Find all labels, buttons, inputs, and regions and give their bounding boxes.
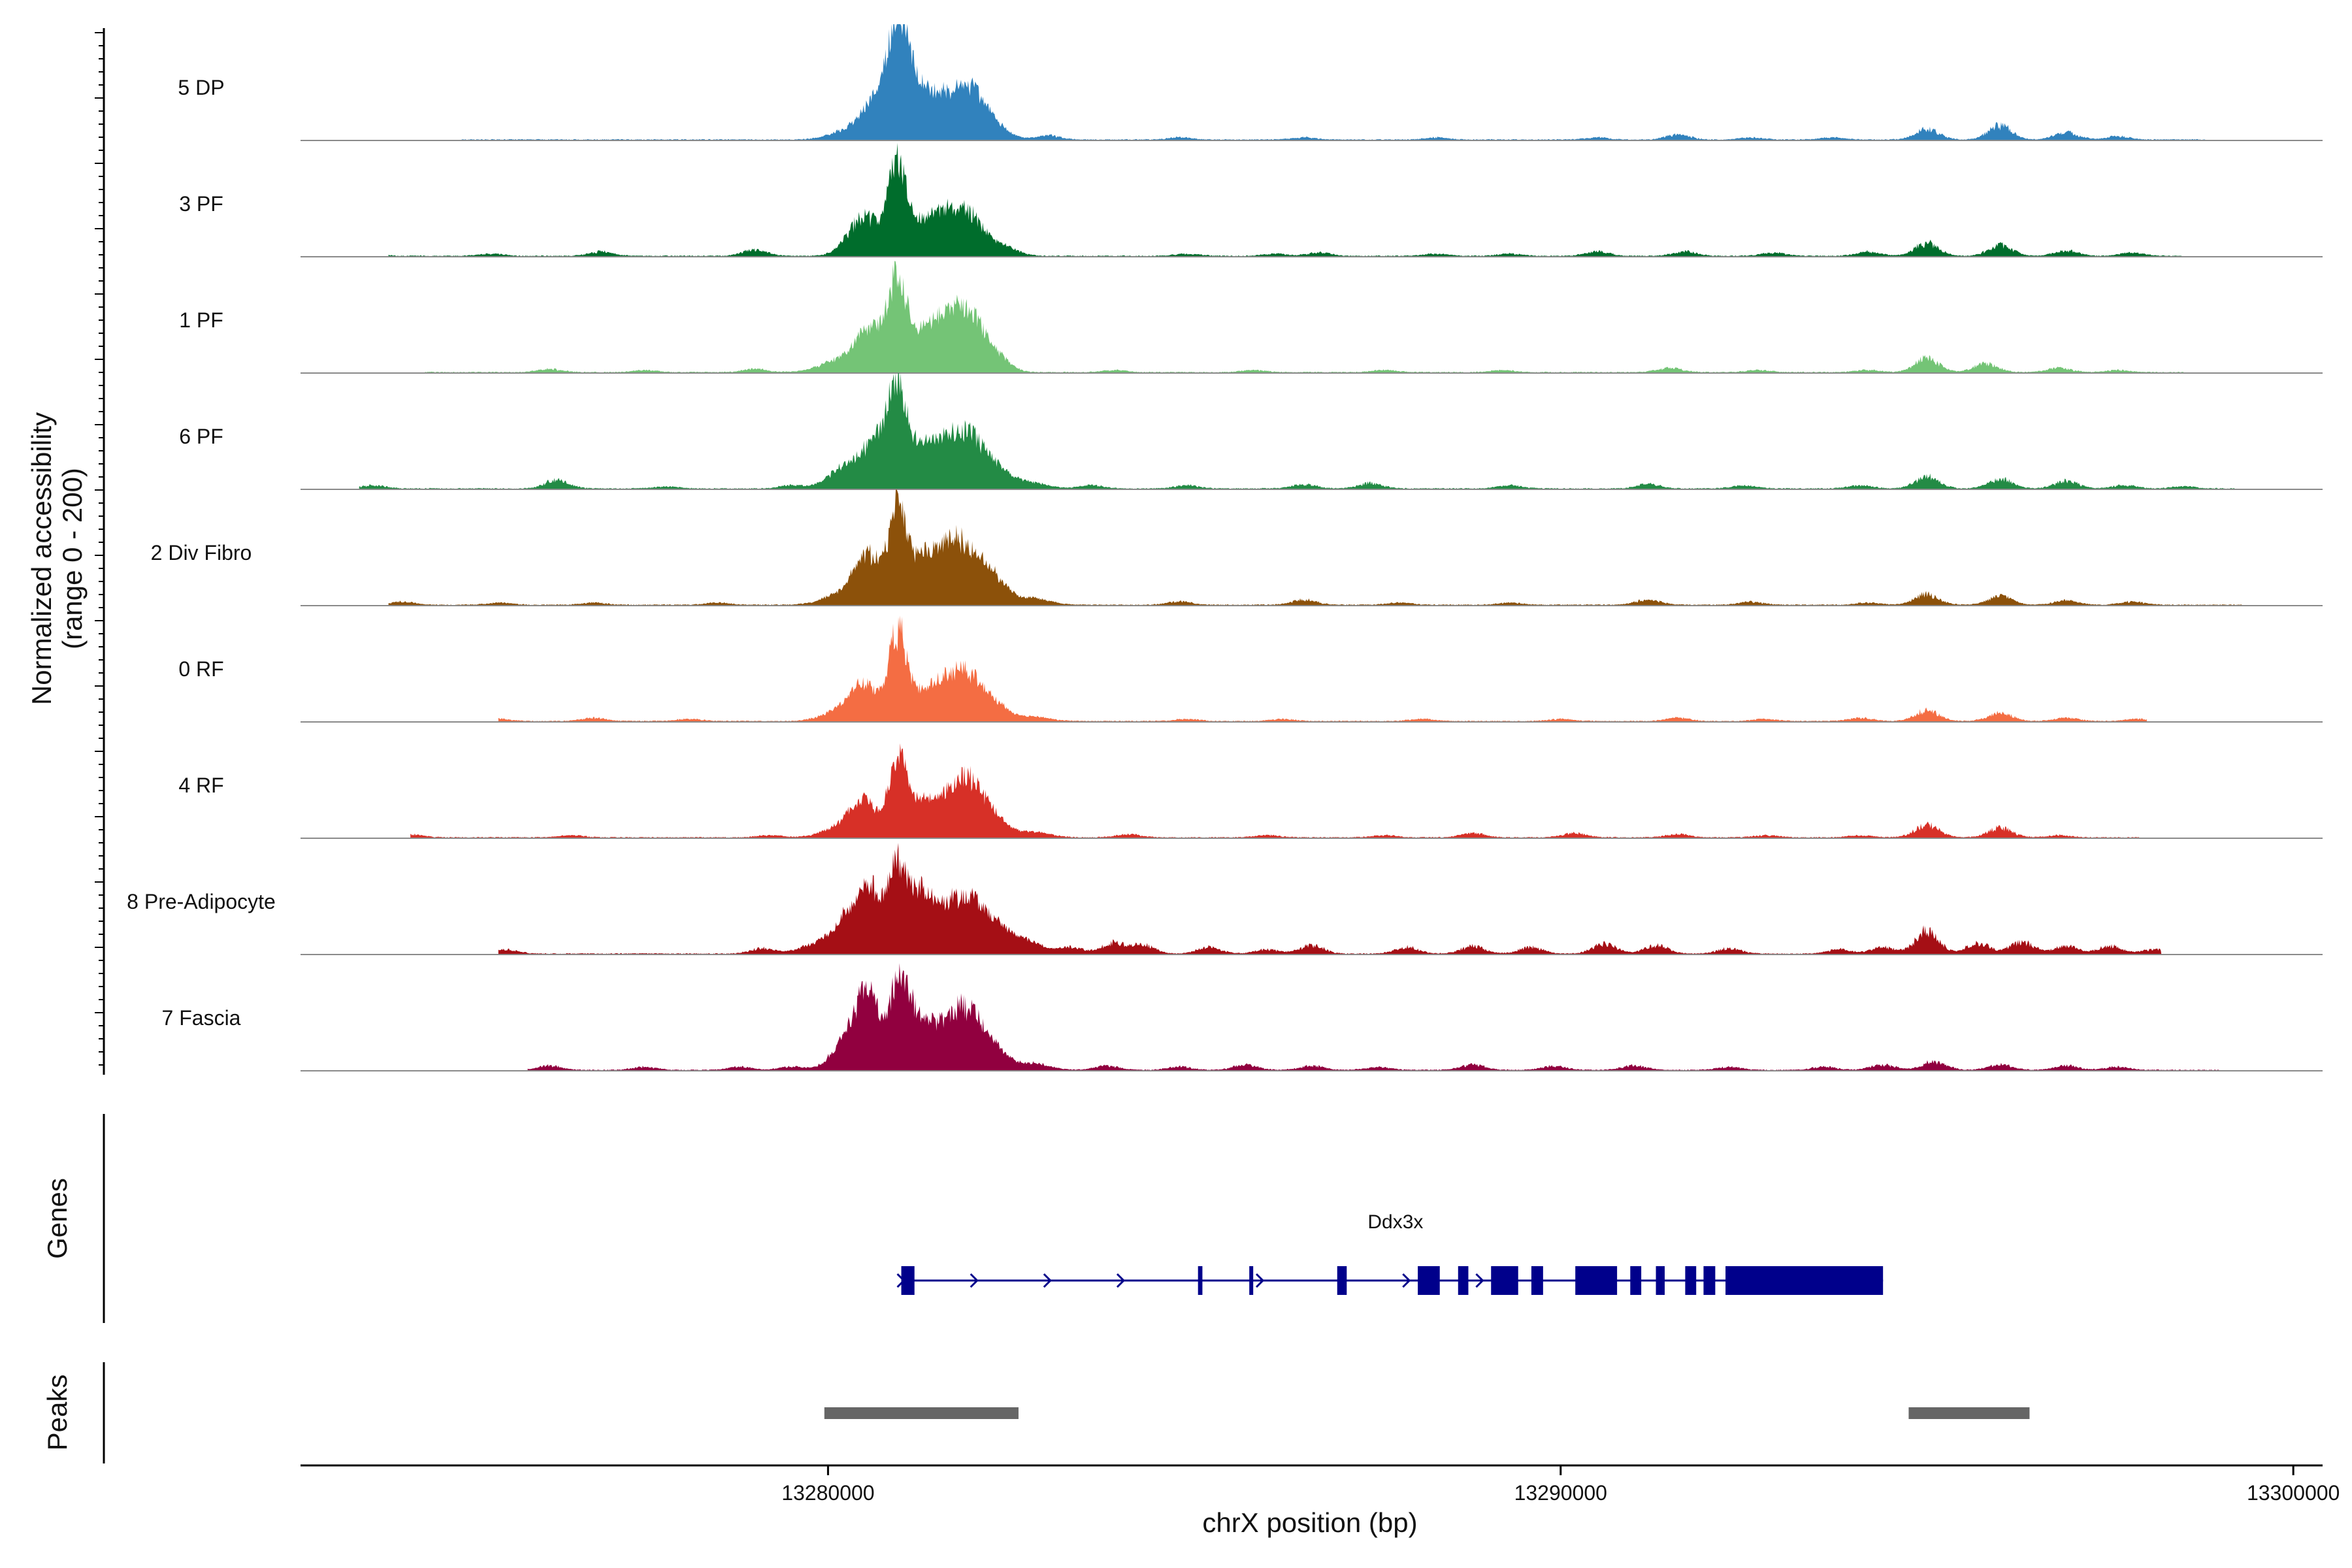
exon — [1491, 1266, 1518, 1295]
track-0-rf: 0 RF — [178, 615, 2323, 723]
exon — [1685, 1266, 1697, 1295]
track-label: 0 RF — [178, 657, 223, 681]
strand-arrow — [1255, 1273, 1265, 1288]
track-6-pf: 6 PF — [179, 373, 2323, 490]
strand-arrow — [1116, 1273, 1126, 1288]
exon — [1575, 1266, 1618, 1295]
coverage-area — [388, 489, 2242, 606]
genes-panel-label: Genes — [42, 1178, 73, 1259]
coverage-area — [498, 615, 2147, 722]
strand-arrow — [1475, 1273, 1484, 1288]
track-label: 2 Div Fibro — [151, 541, 252, 564]
gene-name-label: Ddx3x — [1367, 1211, 1423, 1233]
exon — [1418, 1266, 1440, 1295]
track-label: 7 Fascia — [162, 1006, 241, 1030]
exon — [1249, 1266, 1254, 1295]
track-2-div-fibro: 2 Div Fibro — [151, 489, 2323, 606]
exon — [1725, 1266, 1884, 1295]
coverage-area — [425, 261, 2183, 373]
coverage-area — [461, 24, 2206, 140]
gene-model: Ddx3x — [896, 1211, 1884, 1295]
peak-region-bar — [824, 1407, 1019, 1419]
track-label: 1 PF — [179, 308, 223, 332]
peak-region-bar — [1908, 1407, 2030, 1419]
exon — [1630, 1266, 1642, 1295]
coverage-area — [527, 963, 2220, 1071]
exon — [1656, 1266, 1665, 1295]
track-label: 3 PF — [179, 192, 223, 216]
track-label: 4 RF — [178, 774, 223, 797]
x-axis-title: chrX position (bp) — [1202, 1507, 1417, 1538]
strand-arrow — [1402, 1273, 1411, 1288]
track-label: 6 PF — [179, 425, 223, 448]
track-3-pf: 3 PF — [179, 142, 2323, 257]
track-label: 5 DP — [178, 76, 224, 99]
x-axis-ticks: 13280000 13290000 13300000 — [781, 1465, 2340, 1505]
strand-arrow — [970, 1273, 979, 1288]
peak-regions — [824, 1407, 2030, 1419]
x-tick-label: 13290000 — [1514, 1481, 1607, 1505]
x-tick-label: 13300000 — [2247, 1481, 2340, 1505]
x-tick-label: 13280000 — [781, 1481, 874, 1505]
track-1-pf: 1 PF — [179, 261, 2323, 374]
coverage-tracks: 5 DP 3 PF 1 PF 6 PF 2 Div Fibro 0 RF 4 RF 8 Pre… — [127, 24, 2323, 1071]
exon — [1337, 1266, 1347, 1295]
strand-arrow — [1043, 1273, 1052, 1288]
y-axis-label: Normalized accessibility — [26, 412, 57, 705]
track-5-dp: 5 DP — [178, 24, 2323, 141]
coverage-area — [498, 843, 2162, 955]
exon — [901, 1266, 915, 1295]
y-axis-range-label: (range 0 - 200) — [57, 468, 88, 649]
track-label: 8 Pre-Adipocyte — [127, 890, 276, 913]
peaks-panel-label: Peaks — [42, 1375, 73, 1451]
exon — [1531, 1266, 1543, 1295]
coverage-y-ticks — [95, 32, 104, 1066]
exon — [1703, 1266, 1716, 1295]
exon — [1458, 1266, 1469, 1295]
exon — [1198, 1266, 1203, 1295]
track-7-fascia: 7 Fascia — [162, 963, 2323, 1071]
track-4-rf: 4 RF — [178, 743, 2323, 839]
track-8-pre-adipocyte: 8 Pre-Adipocyte — [127, 843, 2323, 955]
